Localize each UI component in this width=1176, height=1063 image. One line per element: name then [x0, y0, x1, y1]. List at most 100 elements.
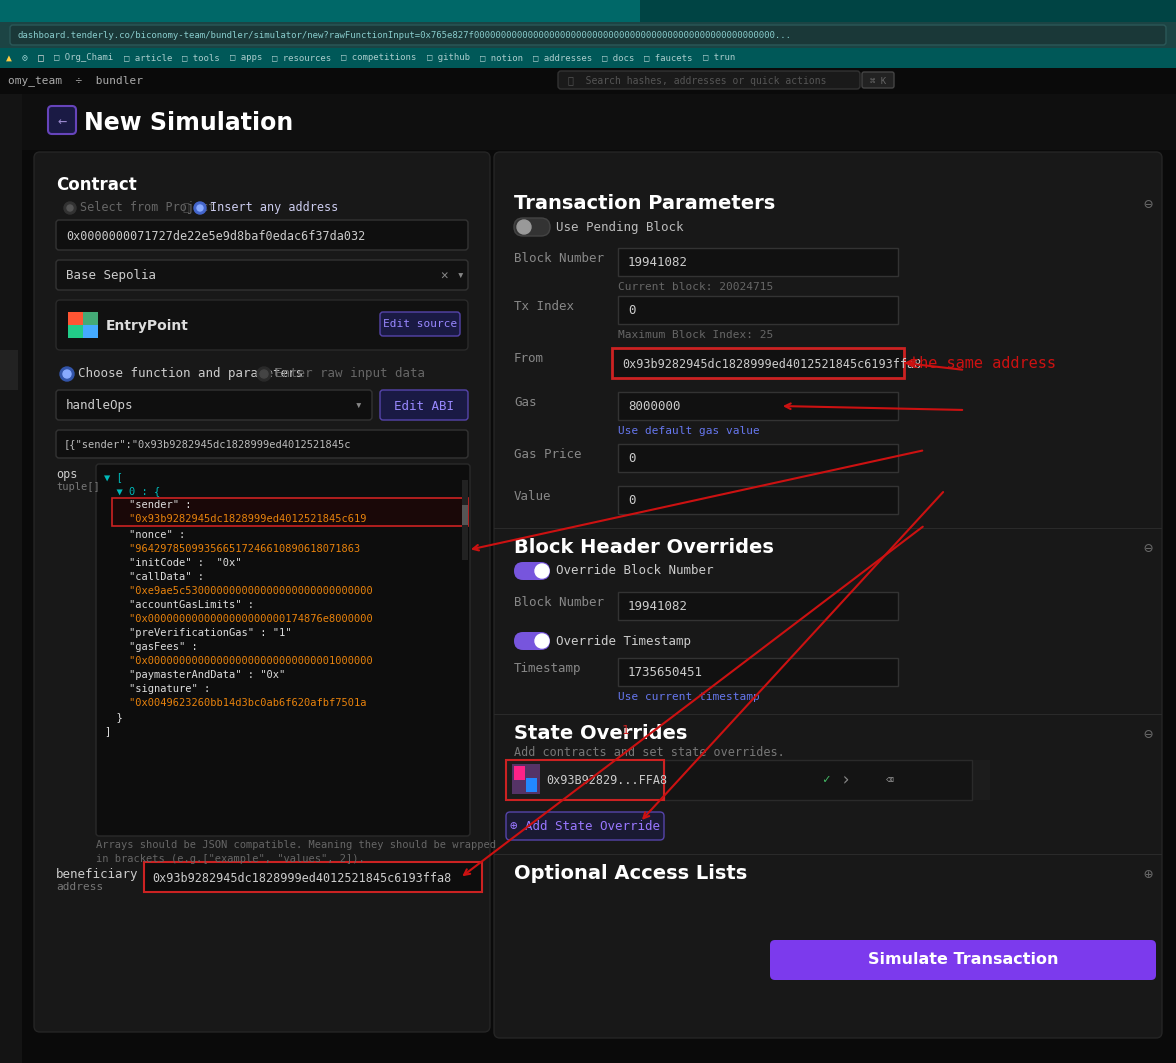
Text: ✓: ✓ [822, 774, 830, 787]
FancyBboxPatch shape [494, 152, 1162, 1037]
Text: Optional Access Lists: Optional Access Lists [514, 864, 747, 883]
FancyBboxPatch shape [380, 313, 460, 336]
Bar [619, 392, 898, 420]
Text: Use Pending Block: Use Pending Block [556, 220, 683, 234]
Text: "0x93b9282945dc1828999ed4012521845c619: "0x93b9282945dc1828999ed4012521845c619 [103, 514, 367, 524]
Text: □ tools: □ tools [182, 53, 220, 63]
Circle shape [64, 370, 71, 378]
FancyBboxPatch shape [514, 632, 550, 649]
Text: EntryPoint: EntryPoint [106, 319, 189, 333]
Text: ⌘ K: ⌘ K [870, 77, 886, 85]
Text: beneficiary: beneficiary [56, 868, 139, 881]
Bar [619, 248, 898, 276]
Text: □ docs: □ docs [602, 53, 635, 63]
Text: "accountGasLimits" :: "accountGasLimits" : [103, 600, 254, 610]
Bar [0, 48, 1176, 68]
Text: Override Block Number: Override Block Number [556, 564, 714, 577]
FancyBboxPatch shape [557, 71, 860, 89]
Text: New Simulation: New Simulation [83, 111, 293, 135]
FancyBboxPatch shape [514, 218, 550, 236]
FancyBboxPatch shape [56, 431, 468, 458]
Text: "callData" :: "callData" : [103, 572, 203, 583]
Text: the same address: the same address [910, 355, 1056, 371]
Text: □ notion: □ notion [480, 53, 523, 63]
Bar [526, 778, 537, 792]
Text: Simulate Transaction: Simulate Transaction [868, 952, 1058, 967]
Text: Edit source: Edit source [383, 319, 457, 330]
Circle shape [60, 367, 74, 381]
Bar [0, 350, 18, 390]
Text: Gas: Gas [514, 396, 536, 409]
Text: ]: ] [103, 726, 111, 736]
Bar [68, 313, 98, 338]
Text: □ apps: □ apps [229, 53, 262, 63]
Text: 0: 0 [628, 493, 635, 506]
Bar [619, 658, 898, 686]
Text: 1735650451: 1735650451 [628, 665, 703, 678]
Text: "preVerificationGas" : "1": "preVerificationGas" : "1" [103, 628, 292, 638]
Text: 19941082: 19941082 [628, 255, 688, 269]
Bar [640, 0, 1176, 22]
Text: Gas Price: Gas Price [514, 448, 581, 461]
Text: □ addresses: □ addresses [533, 53, 593, 63]
Bar [0, 0, 1176, 22]
Text: "964297850993566517246610890618071863: "964297850993566517246610890618071863 [103, 544, 360, 554]
Text: 0: 0 [628, 304, 635, 317]
Bar [112, 497, 468, 526]
Text: 0x93b9282945dc1828999ed4012521845c6193ffa8: 0x93b9282945dc1828999ed4012521845c6193ff… [152, 872, 452, 884]
Circle shape [258, 367, 270, 381]
Text: }: } [103, 712, 122, 722]
Text: State Overrides: State Overrides [514, 724, 688, 743]
FancyBboxPatch shape [56, 390, 372, 420]
Text: Tx Index: Tx Index [514, 300, 574, 313]
Text: Timestamp: Timestamp [514, 662, 581, 675]
Bar [619, 444, 898, 472]
FancyBboxPatch shape [380, 390, 468, 420]
Circle shape [517, 220, 532, 234]
Text: □ article: □ article [123, 53, 172, 63]
Text: Transaction Parameters: Transaction Parameters [514, 195, 775, 213]
Bar [0, 22, 1176, 48]
Bar [619, 486, 898, 514]
Text: ▾: ▾ [354, 400, 362, 412]
Text: □ resources: □ resources [272, 53, 330, 63]
Text: □ faucets: □ faucets [644, 53, 693, 63]
Text: 19941082: 19941082 [628, 600, 688, 612]
Text: □ github: □ github [427, 53, 470, 63]
Bar [619, 592, 898, 620]
Text: dashboard.tenderly.co/biconomy-team/bundler/simulator/new?rawFunctionInput=0x765: dashboard.tenderly.co/biconomy-team/bund… [18, 31, 791, 39]
FancyBboxPatch shape [96, 465, 470, 836]
FancyBboxPatch shape [56, 220, 468, 250]
Text: "0x0000000000000000000000174876e8000000: "0x0000000000000000000000174876e8000000 [103, 614, 373, 624]
FancyBboxPatch shape [862, 72, 894, 88]
Circle shape [198, 205, 203, 210]
FancyBboxPatch shape [11, 26, 1165, 45]
Bar [112, 497, 468, 526]
Text: tuple[]: tuple[] [56, 482, 100, 492]
Text: ▲: ▲ [6, 53, 12, 63]
Text: "paymasterAndData" : "0x": "paymasterAndData" : "0x" [103, 670, 286, 680]
Text: ⊖: ⊖ [1143, 541, 1152, 556]
Text: Add contracts and set state overrides.: Add contracts and set state overrides. [514, 746, 784, 759]
Text: 0x93b9282945dc1828999ed4012521845c6193ffa8: 0x93b9282945dc1828999ed4012521845c6193ff… [622, 357, 921, 371]
FancyBboxPatch shape [34, 152, 490, 1032]
Text: Block Number: Block Number [514, 252, 604, 265]
Bar [612, 348, 904, 378]
Text: 0: 0 [628, 452, 635, 465]
Bar [68, 325, 83, 338]
Text: omy_team  ÷  bundler: omy_team ÷ bundler [8, 75, 143, 86]
FancyBboxPatch shape [56, 300, 468, 350]
FancyBboxPatch shape [56, 260, 468, 290]
Text: address: address [56, 882, 103, 892]
Text: "sender" :: "sender" : [103, 500, 192, 510]
Bar [462, 480, 468, 560]
Text: [{"sender":"0x93b9282945dc1828999ed4012521845c: [{"sender":"0x93b9282945dc1828999ed40125… [64, 439, 352, 449]
Text: ⊖: ⊖ [1143, 727, 1152, 742]
Circle shape [535, 564, 549, 578]
Text: "initCode" :  "0x": "initCode" : "0x" [103, 558, 241, 568]
Text: ⊕: ⊕ [1143, 867, 1152, 882]
Text: ▾: ▾ [456, 270, 463, 283]
Text: Block Header Overrides: Block Header Overrides [514, 538, 774, 557]
Text: Select from Project: Select from Project [80, 202, 215, 215]
Text: ⓘ: ⓘ [182, 203, 189, 213]
